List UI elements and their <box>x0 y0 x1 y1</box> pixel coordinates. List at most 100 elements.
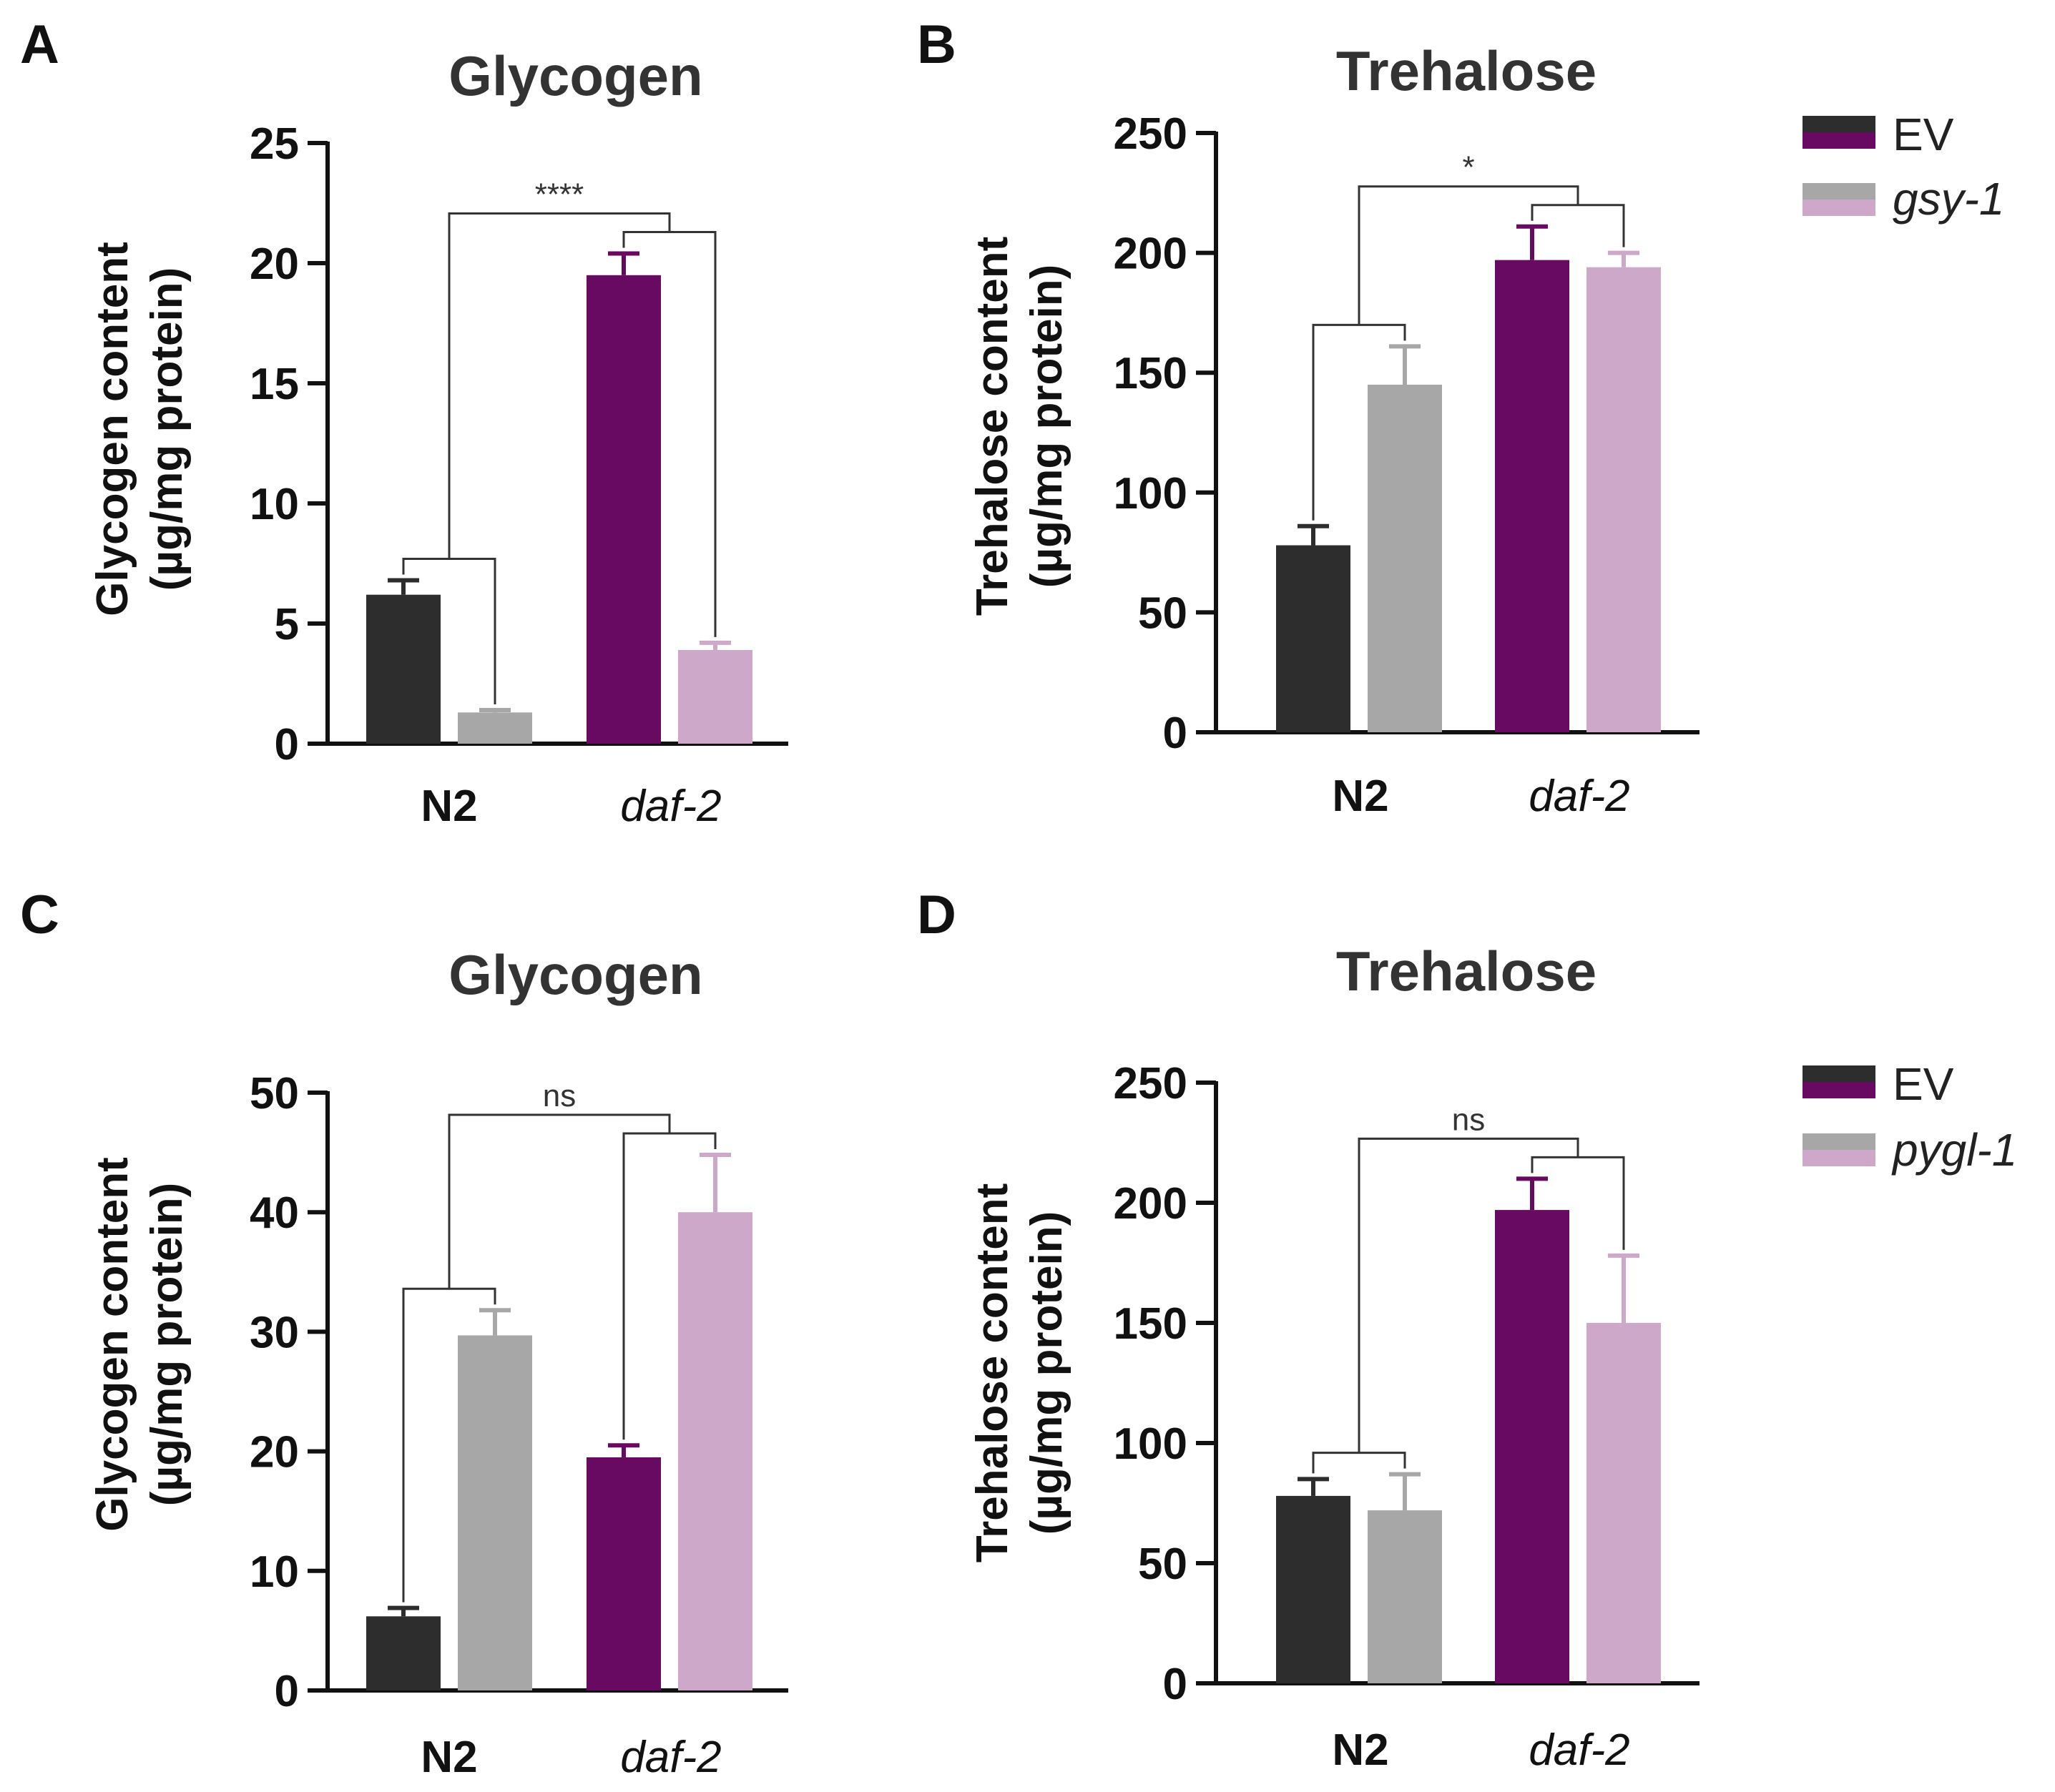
x-category-label: daf-2 <box>620 1733 721 1782</box>
y-tick-label: 0 <box>275 1667 299 1716</box>
bar <box>1368 1510 1442 1683</box>
bar <box>366 594 441 744</box>
bar <box>587 1457 661 1690</box>
bar <box>1495 1210 1569 1683</box>
bar <box>587 275 661 744</box>
legend-label-rnai: gsy-1 <box>1893 173 2005 225</box>
legend-gsy1: EV gsy-1 <box>1803 109 2005 225</box>
significance-label: * <box>1462 150 1474 185</box>
y-tick-label: 0 <box>1163 1660 1187 1709</box>
y-axis-title-line1: Glycogen content <box>88 1157 137 1532</box>
legend-swatch-n2-rnai <box>1803 183 1875 200</box>
x-category-label: N2 <box>421 1733 477 1782</box>
y-tick-label: 100 <box>1114 469 1187 518</box>
legend-swatch-daf2-rnai <box>1803 1150 1875 1166</box>
y-tick-label: 50 <box>1138 1540 1187 1589</box>
panel-letter: C <box>20 885 59 945</box>
significance-label: ns <box>1452 1102 1485 1137</box>
plot-area: 0 5 10 15 20 25 N2 daf-2 **** <box>250 119 788 831</box>
bar <box>1586 267 1661 732</box>
bar <box>1276 545 1350 732</box>
y-tick-label: 200 <box>1114 1179 1187 1229</box>
legend-swatch-daf2-rnai <box>1803 200 1875 216</box>
interaction-bracket <box>1358 185 1579 325</box>
plot-area: 0 50 100 150 200 250 N2 daf-2 ns <box>1114 1059 1700 1775</box>
chart-title: Trehalose <box>1336 39 1597 102</box>
y-axis-title-line2: (µg/mg protein) <box>1022 1211 1071 1535</box>
significance-label: ns <box>543 1078 576 1113</box>
interaction-bracket <box>1358 1137 1579 1453</box>
y-tick-label: 20 <box>250 1428 299 1477</box>
x-category-label: daf-2 <box>1529 772 1629 821</box>
interaction-bracket <box>448 212 671 559</box>
y-tick-label: 50 <box>250 1069 299 1118</box>
significance-label: **** <box>535 177 584 212</box>
panel-letter: A <box>20 14 59 75</box>
bar <box>678 649 752 744</box>
y-tick-label: 5 <box>275 600 299 649</box>
legend-swatch-n2-ev <box>1803 1065 1875 1082</box>
plot-area: 0 50 100 150 200 250 N2 daf-2 * <box>1114 109 1700 821</box>
comparison-bracket <box>1312 1452 1406 1474</box>
bar <box>458 712 532 744</box>
y-axis-title: Trehalose content (µg/mg protein) <box>968 237 1071 616</box>
y-tick-label: 20 <box>250 240 299 289</box>
y-axis-title: Glycogen content (µg/mg protein) <box>88 242 192 616</box>
bar <box>1586 1323 1661 1683</box>
y-axis-title-line1: Glycogen content <box>88 242 137 616</box>
bar <box>678 1212 752 1690</box>
legend-label-ev: EV <box>1893 1058 1954 1110</box>
y-tick-label: 150 <box>1114 1299 1187 1349</box>
legend-label-rnai: pygl-1 <box>1891 1124 2017 1176</box>
y-axis-title-line1: Trehalose content <box>968 237 1017 616</box>
panel-b: B Trehalose Trehalose content (µg/mg pro… <box>917 14 1700 821</box>
legend-swatch-daf2-ev <box>1803 1082 1875 1098</box>
y-tick-label: 100 <box>1114 1419 1187 1469</box>
bar <box>1368 384 1442 732</box>
bar <box>1276 1495 1350 1683</box>
y-axis-title: Trehalose content (µg/mg protein) <box>968 1183 1071 1563</box>
x-category-label: N2 <box>1332 1725 1388 1775</box>
y-tick-label: 250 <box>1114 109 1187 159</box>
x-category-label: N2 <box>1332 772 1388 821</box>
y-axis-title: Glycogen content (µg/mg protein) <box>88 1157 192 1532</box>
y-tick-label: 10 <box>250 1547 299 1597</box>
panel-d: D Trehalose Trehalose content (µg/mg pro… <box>917 885 1700 1775</box>
bar <box>366 1616 441 1690</box>
legend-label-ev: EV <box>1893 109 1954 160</box>
y-tick-label: 150 <box>1114 349 1187 398</box>
x-category-label: daf-2 <box>620 782 721 831</box>
chart-title: Glycogen <box>448 943 702 1006</box>
legend-swatch-daf2-ev <box>1803 132 1875 149</box>
y-tick-label: 40 <box>250 1188 299 1238</box>
panel-letter: B <box>917 14 956 75</box>
y-axis-title-line2: (µg/mg protein) <box>1022 265 1071 588</box>
legend-pygl1: EV pygl-1 <box>1803 1058 2017 1176</box>
y-tick-label: 50 <box>1138 589 1187 638</box>
bar <box>458 1335 532 1690</box>
x-category-label: N2 <box>421 782 477 831</box>
y-tick-label: 250 <box>1114 1059 1187 1108</box>
y-axis-title-line2: (µg/mg protein) <box>142 267 192 591</box>
chart-title: Glycogen <box>448 44 702 107</box>
y-tick-label: 10 <box>250 480 299 529</box>
y-tick-label: 0 <box>275 720 299 769</box>
y-tick-label: 0 <box>1163 709 1187 758</box>
bar <box>1495 260 1569 732</box>
legend-swatch-n2-ev <box>1803 116 1875 132</box>
y-tick-label: 200 <box>1114 230 1187 279</box>
panel-letter: D <box>917 885 956 945</box>
y-axis-title-line2: (µg/mg protein) <box>142 1183 192 1506</box>
chart-title: Trehalose <box>1336 940 1597 1003</box>
y-tick-label: 30 <box>250 1308 299 1357</box>
y-tick-label: 15 <box>250 360 299 409</box>
x-category-label: daf-2 <box>1529 1725 1629 1775</box>
panel-c: C Glycogen Glycogen content (µg/mg prote… <box>20 885 788 1782</box>
panel-a: A Glycogen Glycogen content (µg/mg prote… <box>20 14 788 831</box>
legend-swatch-n2-rnai <box>1803 1133 1875 1150</box>
interaction-bracket <box>448 1113 671 1289</box>
y-axis-title-line1: Trehalose content <box>968 1183 1017 1563</box>
y-tick-label: 25 <box>250 119 299 169</box>
